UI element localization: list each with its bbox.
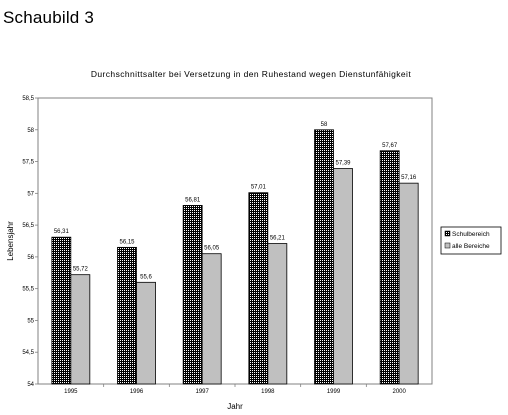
bar-schulbereich-1999: [314, 129, 334, 385]
bar-schulbereich-2000: [379, 150, 400, 385]
data-label: 57,39: [335, 161, 351, 167]
x-tick-label: 1998: [261, 389, 275, 395]
bar-alle-bereiche-1995: [70, 274, 91, 385]
bar-schulbereich-1996: [117, 246, 137, 385]
legend: Schulbereich alle Bereiche: [440, 226, 502, 255]
y-tick-label: 57: [27, 191, 34, 197]
legend-label-alle-bereiche: alle Bereiche: [452, 243, 490, 250]
bar-alle-bereiche-1998: [267, 243, 288, 385]
bar-alle-bereiche-1996: [136, 281, 156, 385]
y-tick-label: 58: [27, 128, 34, 134]
data-label: 56,05: [204, 246, 220, 252]
y-tick-label: 54: [27, 382, 34, 388]
y-tick-label: 58,5: [22, 96, 34, 102]
data-label: 55,72: [73, 267, 89, 273]
y-tick-label: 55,5: [22, 287, 34, 293]
y-tick-label: 57,5: [22, 160, 34, 166]
x-tick-label: 1997: [195, 389, 209, 395]
data-label: 57,01: [251, 185, 267, 191]
bar-alle-bereiche-1997: [201, 253, 222, 385]
data-label: 56,31: [54, 229, 70, 235]
x-tick-label: 2000: [392, 389, 406, 395]
chart-title: Durchschnittsalter bei Versetzung in den…: [91, 69, 411, 79]
y-axis-label: Lebensjahr: [6, 221, 15, 261]
bar-schulbereich-1997: [182, 205, 203, 385]
data-label: 57,67: [382, 143, 398, 149]
legend-box: [440, 226, 502, 255]
y-tick-label: 56,5: [22, 223, 34, 229]
bar-alle-bereiche-2000: [398, 182, 419, 385]
data-label: 56,81: [185, 197, 201, 203]
y-tick-label: 54,5: [22, 350, 34, 356]
x-axis-label: Jahr: [227, 402, 243, 411]
legend-label-schulbereich: Schulbereich: [452, 231, 490, 238]
data-label: 56,21: [270, 236, 286, 242]
legend-swatch-alle-bereiche: [444, 242, 451, 249]
page-heading: Schaubild 3: [3, 8, 95, 27]
data-label: 55,6: [140, 274, 152, 280]
x-tick-label: 1999: [327, 389, 341, 395]
bar-schulbereich-1998: [248, 192, 269, 385]
y-tick-label: 55: [27, 318, 34, 324]
data-label: 57,16: [401, 175, 417, 181]
legend-swatch-schulbereich: [444, 230, 451, 237]
x-tick-label: 1995: [64, 389, 78, 395]
bar-schulbereich-1995: [51, 236, 72, 385]
y-tick-label: 56: [27, 255, 34, 261]
bar-alle-bereiche-1999: [333, 168, 353, 385]
plot-area: [37, 97, 433, 385]
data-label: 58: [321, 122, 328, 128]
data-label: 56,15: [119, 239, 135, 245]
x-tick-label: 1996: [130, 389, 144, 395]
